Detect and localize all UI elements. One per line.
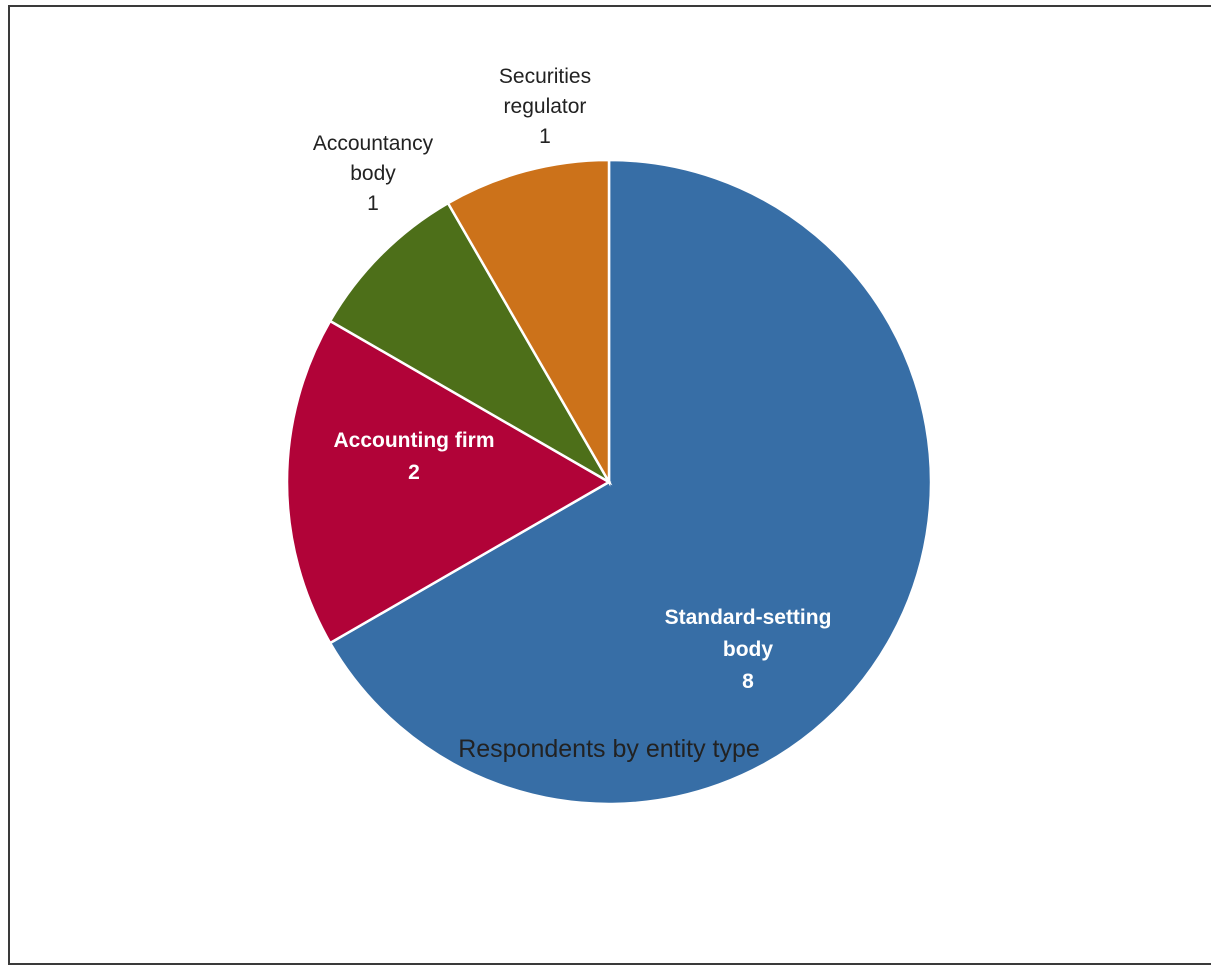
data-label-line: Accounting firm [334,429,495,452]
data-label-accounting-firm: Accounting firm 2 [334,429,495,484]
data-label-line: body [723,638,773,661]
data-label-line: body [350,162,396,185]
data-label-line: 2 [408,461,420,484]
pie-slice-standard-setting-body [328,158,933,806]
data-label-line: 1 [539,125,551,148]
data-label-standard-setting-body: Standard-setting body 8 [665,606,832,693]
data-label-securities-regulator: Securities regulator 1 [499,65,591,148]
data-label-line: Securities [499,65,591,88]
pie-slice-accounting-firm [285,319,612,645]
pie-slice-accountancy-body [328,201,613,486]
data-label-line: Accountancy [313,132,434,155]
data-label-line: 1 [367,192,379,215]
pie-slice-securities-regulator [446,158,611,487]
pie-slices [285,158,933,806]
data-label-line: regulator [504,95,587,118]
data-label-line: 8 [742,670,754,693]
chart-title: Respondents by entity type [458,735,760,763]
data-label-line: Standard-setting [665,606,832,629]
data-label-accountancy-body: Accountancy body 1 [313,132,434,215]
